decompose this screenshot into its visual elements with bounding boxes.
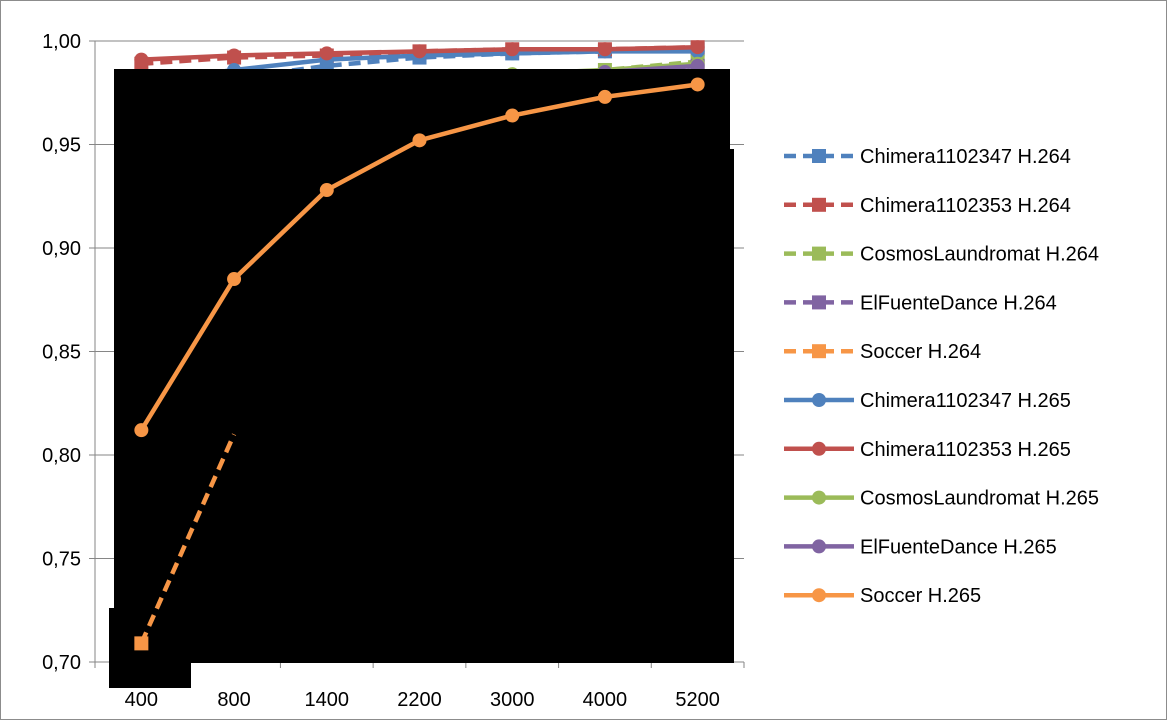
legend-item: Chimera1102347 H.264 bbox=[784, 146, 1071, 168]
y-tick-label: 0,70 bbox=[42, 652, 81, 674]
legend-item: ElFuenteDance H.264 bbox=[784, 292, 1057, 314]
y-tick-label: 0,90 bbox=[42, 238, 81, 260]
data-point bbox=[227, 272, 242, 287]
legend-item: CosmosLaundromat H.265 bbox=[784, 488, 1099, 510]
series-chimera1102353-h265 bbox=[134, 40, 705, 67]
legend-item: CosmosLaundromat H.264 bbox=[784, 244, 1099, 266]
data-point bbox=[134, 52, 149, 67]
legend-item: Soccer H.264 bbox=[784, 341, 981, 363]
legend-item: Chimera1102353 H.265 bbox=[784, 439, 1071, 461]
data-point bbox=[319, 46, 334, 61]
legend-item: Chimera1102347 H.265 bbox=[784, 390, 1071, 412]
legend-item: Chimera1102353 H.264 bbox=[784, 195, 1071, 217]
data-point bbox=[505, 42, 520, 57]
y-tick-label: 1,00 bbox=[42, 31, 81, 53]
x-tick-label: 1400 bbox=[305, 689, 350, 711]
legend-marker bbox=[812, 441, 826, 456]
visible-series bbox=[134, 77, 705, 651]
redaction-block-right bbox=[723, 149, 734, 663]
legend-label: ElFuenteDance H.265 bbox=[860, 536, 1057, 558]
legend-label: Chimera1102347 H.265 bbox=[860, 390, 1071, 412]
legend-label: Chimera1102347 H.264 bbox=[860, 146, 1071, 168]
data-point bbox=[319, 183, 334, 198]
legend-marker bbox=[812, 344, 826, 359]
legend-item: Soccer H.265 bbox=[784, 585, 981, 607]
x-tick-label: 4000 bbox=[583, 689, 628, 711]
data-point bbox=[597, 42, 612, 57]
x-tick-label: 3000 bbox=[490, 689, 535, 711]
data-point bbox=[412, 133, 427, 148]
legend-marker bbox=[812, 197, 826, 212]
legend-label: CosmosLaundromat H.265 bbox=[860, 488, 1099, 510]
legend-label: CosmosLaundromat H.264 bbox=[860, 244, 1099, 266]
legend-marker bbox=[812, 246, 826, 261]
redaction-overlay bbox=[109, 69, 734, 688]
x-tick-label: 800 bbox=[217, 689, 250, 711]
data-point bbox=[134, 636, 149, 651]
x-tick-label: 2200 bbox=[397, 689, 442, 711]
data-point bbox=[227, 48, 242, 63]
data-point bbox=[134, 423, 149, 438]
axes: 0,70 0,75 0,80 0,85 0,90 0,95 1,00 400 800 1400 22… bbox=[42, 31, 745, 711]
redaction-block-main bbox=[114, 69, 730, 663]
data-point bbox=[690, 40, 705, 55]
series-soccer-h265 bbox=[134, 77, 705, 438]
data-point bbox=[690, 77, 705, 92]
y-tick-label: 0,75 bbox=[42, 549, 81, 571]
y-tick-label: 0,95 bbox=[42, 135, 81, 157]
legend-label: Chimera1102353 H.264 bbox=[860, 195, 1071, 217]
legend-marker bbox=[812, 588, 826, 603]
series-segment-soccer-h264 bbox=[139, 433, 237, 645]
legend: Chimera1102347 H.264 Chimera1102353 H.264… bbox=[784, 146, 1099, 607]
y-tick-label: 0,85 bbox=[42, 342, 81, 364]
legend-marker bbox=[812, 490, 826, 505]
legend-item: ElFuenteDance H.265 bbox=[784, 536, 1057, 558]
x-tick-label: 400 bbox=[125, 689, 158, 711]
legend-marker bbox=[812, 295, 826, 310]
x-tick-label: 5200 bbox=[675, 689, 720, 711]
legend-label: Soccer H.265 bbox=[860, 585, 981, 607]
legend-marker bbox=[812, 393, 826, 407]
data-point bbox=[412, 44, 427, 59]
data-point bbox=[505, 108, 520, 123]
legend-label: ElFuenteDance H.264 bbox=[860, 292, 1057, 314]
legend-label: Chimera1102353 H.265 bbox=[860, 439, 1071, 461]
legend-marker bbox=[812, 539, 826, 554]
data-point bbox=[597, 89, 612, 104]
legend-label: Soccer H.264 bbox=[860, 341, 981, 363]
legend-marker bbox=[812, 149, 826, 163]
y-tick-label: 0,80 bbox=[42, 445, 81, 467]
